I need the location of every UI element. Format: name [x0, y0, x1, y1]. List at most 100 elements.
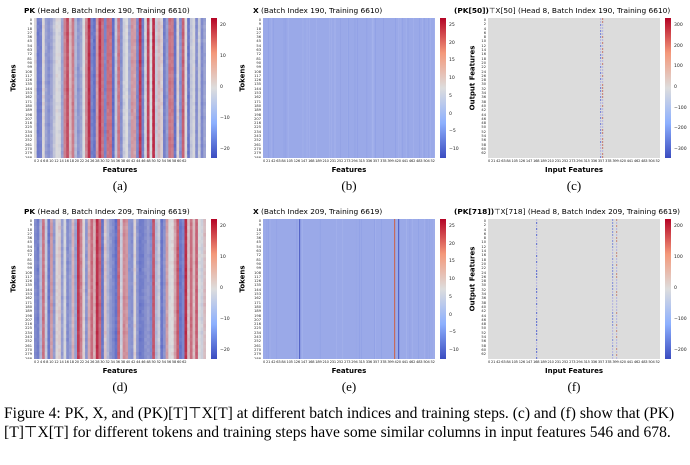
heat-cell [187, 303, 191, 307]
heat-cell [98, 240, 102, 244]
heat-cell [120, 130, 123, 134]
heat-cell [55, 109, 59, 113]
heat-cell [203, 233, 206, 237]
heat-cell [77, 109, 80, 113]
heat-cell [128, 109, 132, 113]
heat-cell [144, 324, 148, 328]
heat-cell [203, 261, 206, 265]
heat-cell [39, 18, 43, 22]
heat-cell [192, 39, 196, 43]
heat-cell [130, 247, 134, 251]
heat-cell [34, 60, 37, 64]
heat-cell [114, 60, 118, 64]
heat-cell [138, 130, 142, 134]
colorbar-tick-label: −10 [449, 348, 459, 353]
heat-cell [82, 130, 86, 134]
heat-cell [163, 95, 166, 99]
heat-cell [616, 342, 618, 344]
heat-cell [176, 81, 180, 85]
heat-cell [612, 249, 614, 251]
heat-cell [136, 74, 140, 78]
heat-cell [125, 240, 129, 244]
heat-cell [36, 338, 40, 342]
heat-cell [154, 247, 158, 251]
heat-cell [114, 345, 118, 349]
heat-cell [74, 296, 78, 300]
heat-cell [536, 339, 538, 341]
heat-cell [103, 137, 107, 141]
heat-cell [44, 137, 48, 141]
heat-cell [138, 303, 142, 307]
heat-cell [612, 246, 614, 248]
heat-cell [79, 219, 83, 223]
heat-cell [87, 81, 91, 85]
heat-cell [612, 348, 614, 350]
colorbar-tick-label: 200 [674, 43, 683, 49]
heat-cell [160, 67, 164, 71]
heat-cell [50, 81, 54, 85]
heat-cell [79, 317, 83, 321]
heat-cell [106, 219, 110, 223]
heat-cell [58, 60, 62, 64]
heat-cell [176, 240, 180, 244]
heat-cell [536, 291, 538, 293]
heat-cell [114, 53, 118, 57]
heat-cell [63, 219, 67, 223]
heat-cell [138, 338, 142, 342]
heat-cell [536, 249, 538, 251]
heat-cell [133, 296, 137, 300]
heat-cell [152, 116, 156, 120]
heat-cell [176, 268, 180, 272]
heat-cell [612, 303, 614, 305]
heat-cell [71, 123, 75, 127]
heat-cell [133, 53, 137, 57]
heat-cell [171, 60, 175, 64]
heat-cell [50, 282, 54, 286]
heat-cell [141, 32, 145, 36]
heat-cell [98, 345, 102, 349]
heat-cell [68, 39, 72, 43]
x-axis-label: Features [331, 166, 367, 174]
heat-cell [55, 268, 59, 272]
heat-cell [120, 88, 123, 92]
panel-caption: (f) [567, 379, 581, 394]
heat-cell [187, 137, 191, 141]
heat-cell [42, 95, 46, 99]
heat-cell [34, 324, 37, 328]
heat-cell [47, 268, 51, 272]
heat-cell [176, 95, 180, 99]
heat-cell [90, 226, 94, 230]
heat-cell [200, 137, 204, 141]
heat-cell [77, 352, 80, 356]
heat-cell [154, 81, 158, 85]
heat-cell [98, 254, 102, 258]
heat-cell [50, 310, 54, 314]
heat-cell [55, 345, 59, 349]
heat-cell [47, 144, 51, 148]
heat-cell [68, 74, 72, 78]
heat-cell [171, 151, 175, 155]
heat-cell [87, 275, 91, 279]
panel-title: X (Batch Index 190, Training 6610) [253, 6, 382, 15]
heat-cell [66, 74, 70, 78]
heat-cell [42, 151, 46, 155]
heat-cell [160, 324, 164, 328]
heat-cell [136, 268, 140, 272]
heat-cell [93, 81, 97, 85]
heat-cell [189, 282, 193, 286]
heat-cell [63, 247, 67, 251]
heat-column [348, 18, 349, 158]
heat-cell [176, 296, 180, 300]
heat-cell [203, 25, 206, 29]
heat-cell [168, 144, 172, 148]
heat-cell [163, 282, 166, 286]
heat-cell [42, 137, 46, 141]
heat-cell [63, 95, 67, 99]
heat-cell [47, 18, 51, 22]
heat-cell [176, 123, 180, 127]
heat-cell [165, 130, 169, 134]
heat-cell [34, 88, 37, 92]
heat-cell [616, 285, 618, 287]
heat-cell [133, 303, 137, 307]
heat-cell [203, 303, 206, 307]
